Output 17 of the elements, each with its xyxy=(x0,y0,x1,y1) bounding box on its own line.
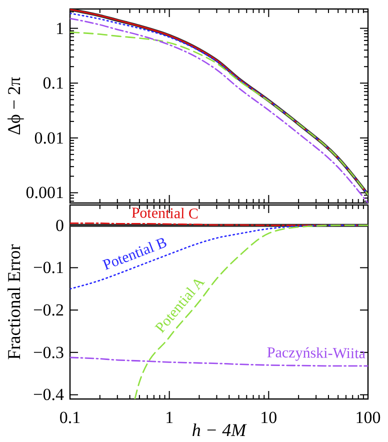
x-tick-label: 100 xyxy=(355,408,381,428)
y-tick-label: 0.001 xyxy=(26,183,64,202)
x-axis-title: h − 4M xyxy=(192,420,248,440)
y-tick-label: 1 xyxy=(56,18,64,38)
x-tick-label: 10 xyxy=(260,408,278,428)
x-tick-label: 1 xyxy=(165,408,174,428)
y-tick-label: −0.2 xyxy=(33,300,64,320)
y-tick-label: −0.4 xyxy=(33,385,64,404)
y-axis-title: Δϕ − 2π xyxy=(4,76,24,136)
y-tick-label: −0.3 xyxy=(33,342,64,362)
y-tick-label: 0.1 xyxy=(42,74,64,93)
series-label: Potential C xyxy=(131,206,199,222)
y-axis-title: Fractional Error xyxy=(4,244,24,360)
y-tick-label: 0.01 xyxy=(34,128,64,148)
series-label: Paczyński-Wiita xyxy=(266,345,366,362)
y-tick-label: −0.1 xyxy=(33,258,64,278)
y-tick-label: 0 xyxy=(56,216,64,235)
